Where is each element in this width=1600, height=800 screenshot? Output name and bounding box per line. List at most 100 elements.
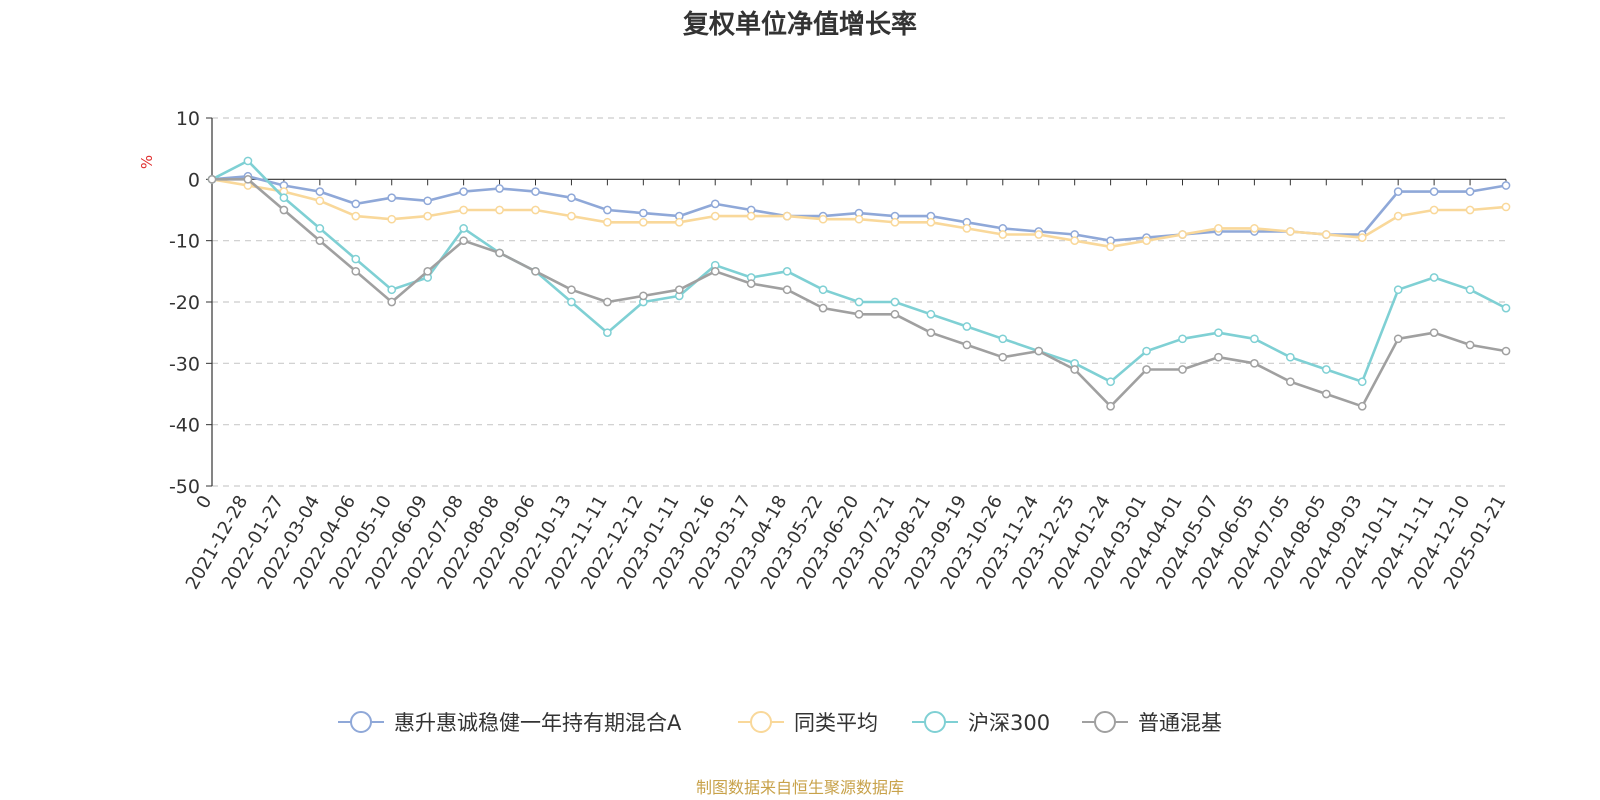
data-point (710, 266, 720, 276)
data-point (243, 174, 253, 184)
legend-swatch-marker (924, 711, 946, 733)
data-point (1393, 211, 1403, 221)
data-point (638, 217, 648, 227)
data-point (998, 230, 1008, 239)
data-point (1214, 352, 1223, 362)
data-point (423, 266, 433, 276)
data-point (495, 205, 504, 215)
data-point (782, 266, 792, 276)
data-point (1285, 227, 1295, 236)
data-point (387, 214, 397, 224)
legend-item[interactable]: 沪深300 (912, 711, 1050, 735)
data-point (603, 205, 612, 215)
data-point (1465, 205, 1475, 215)
legend-label: 惠升惠诚稳健一年持有期混合A (394, 711, 682, 735)
y-tick-label: 0 (188, 169, 200, 191)
data-point (387, 193, 397, 203)
legend-swatch-marker (1094, 711, 1116, 733)
data-point (1070, 236, 1080, 246)
data-point (1321, 230, 1331, 239)
data-point (279, 193, 289, 203)
data-point (603, 217, 612, 227)
data-point (351, 266, 361, 276)
data-point (1357, 377, 1367, 387)
x-tick-label: 0 (192, 492, 216, 512)
y-tick-label: 10 (176, 108, 200, 130)
data-point (890, 309, 900, 319)
data-point (890, 297, 900, 307)
data-point (423, 196, 433, 206)
data-point (1106, 401, 1115, 411)
y-tick-label: -50 (169, 476, 200, 498)
data-point (1429, 205, 1439, 215)
data-point (495, 248, 504, 258)
data-point (1429, 328, 1439, 338)
data-point (459, 187, 468, 196)
legend[interactable]: 惠升惠诚稳健一年持有期混合A 同类平均 沪深300 普通混基 (338, 711, 1222, 735)
data-point (674, 217, 684, 227)
data-point (603, 297, 612, 307)
data-point (1142, 236, 1151, 246)
data-point (782, 211, 792, 221)
data-point (1285, 377, 1295, 387)
data-point (998, 334, 1008, 344)
legend-label: 普通混基 (1138, 711, 1222, 735)
data-point (1142, 365, 1151, 374)
data-point (710, 211, 720, 221)
data-point (890, 217, 900, 227)
data-point (531, 187, 540, 196)
data-point (962, 340, 972, 350)
data-point (387, 285, 397, 295)
data-point (926, 309, 936, 319)
data-point (1214, 224, 1223, 233)
data-point (1070, 365, 1080, 374)
data-point (1429, 187, 1439, 196)
data-point (1034, 346, 1044, 356)
legend-item[interactable]: 同类平均 (738, 711, 878, 735)
data-point (962, 224, 972, 233)
data-point (1357, 233, 1367, 242)
data-point (315, 224, 325, 233)
data-point (1501, 303, 1511, 313)
data-point (459, 224, 468, 233)
data-point (1429, 273, 1439, 282)
data-point (567, 297, 576, 307)
data-point (279, 205, 289, 215)
data-point (459, 205, 468, 215)
data-point (998, 352, 1008, 362)
data-point (1106, 377, 1115, 387)
data-point (567, 211, 576, 221)
data-point (1465, 340, 1475, 350)
data-point (567, 193, 576, 203)
data-point (1250, 358, 1259, 368)
data-point (854, 297, 864, 307)
data-point (495, 184, 504, 193)
data-point (710, 199, 720, 209)
data-point (567, 285, 576, 295)
legend-label: 沪深300 (968, 711, 1050, 735)
data-point (1465, 285, 1475, 295)
data-point (1393, 334, 1403, 344)
legend-item[interactable]: 普通混基 (1082, 711, 1222, 735)
data-point (1250, 224, 1259, 233)
legend-label: 同类平均 (794, 711, 878, 735)
data-point (782, 285, 792, 295)
data-point (423, 211, 433, 221)
data-point (603, 328, 612, 338)
data-point (746, 279, 756, 288)
data-point (818, 303, 828, 313)
y-tick-label: -20 (169, 292, 200, 314)
data-point (854, 309, 864, 319)
y-tick-label: -30 (169, 353, 200, 375)
data-point (531, 266, 540, 276)
data-point (1178, 230, 1187, 239)
series-layer (207, 156, 1511, 411)
chart-title: 复权单位净值增长率 (682, 10, 917, 40)
data-point (1501, 202, 1511, 212)
axis-layer: 100-10-20-30-40-5002021-12-282022-01-272… (169, 108, 1510, 593)
legend-item[interactable]: 惠升惠诚稳健一年持有期混合A (338, 711, 682, 735)
data-point (1106, 242, 1115, 252)
data-point (638, 208, 648, 218)
data-point (1357, 401, 1367, 411)
